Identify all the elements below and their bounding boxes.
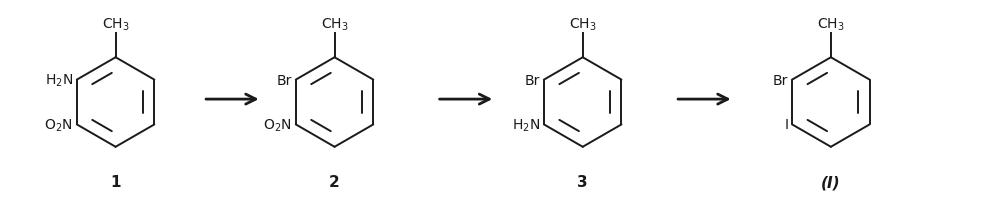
Text: CH$_3$: CH$_3$: [102, 16, 129, 33]
Text: 3: 3: [577, 174, 588, 189]
Text: CH$_3$: CH$_3$: [569, 16, 597, 33]
Text: CH$_3$: CH$_3$: [817, 16, 845, 33]
Text: H$_2$N: H$_2$N: [512, 117, 540, 133]
Text: O$_2$N: O$_2$N: [44, 117, 73, 133]
Text: Br: Br: [525, 73, 540, 87]
Text: I: I: [784, 118, 788, 132]
Text: H$_2$N: H$_2$N: [45, 72, 73, 88]
Text: 1: 1: [110, 174, 121, 189]
Text: O$_2$N: O$_2$N: [263, 117, 292, 133]
Text: (I): (I): [821, 174, 841, 189]
Text: Br: Br: [773, 73, 788, 87]
Text: 2: 2: [329, 174, 340, 189]
Text: Br: Br: [277, 73, 292, 87]
Text: CH$_3$: CH$_3$: [321, 16, 348, 33]
